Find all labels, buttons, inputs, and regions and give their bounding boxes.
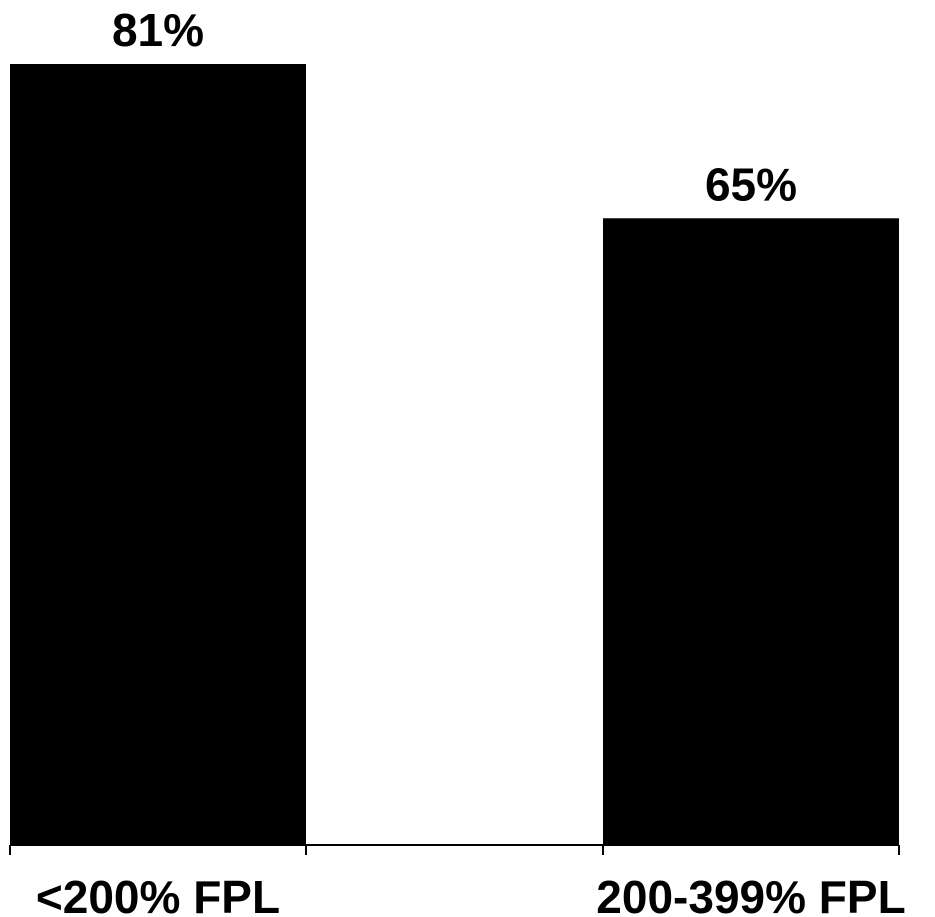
data-label-1: 65% [705,158,797,210]
tick-labels-group: <200% FPL 200-399% FPL [36,871,906,917]
bar-0 [10,64,306,845]
bars-group [10,64,899,845]
data-labels-group: 81% 65% [112,4,797,210]
bar-1 [603,218,899,845]
x-tick-label-1: 200-399% FPL [596,871,905,917]
x-axis [9,844,900,855]
data-label-0: 81% [112,4,204,56]
x-tick-label-0: <200% FPL [36,871,280,917]
